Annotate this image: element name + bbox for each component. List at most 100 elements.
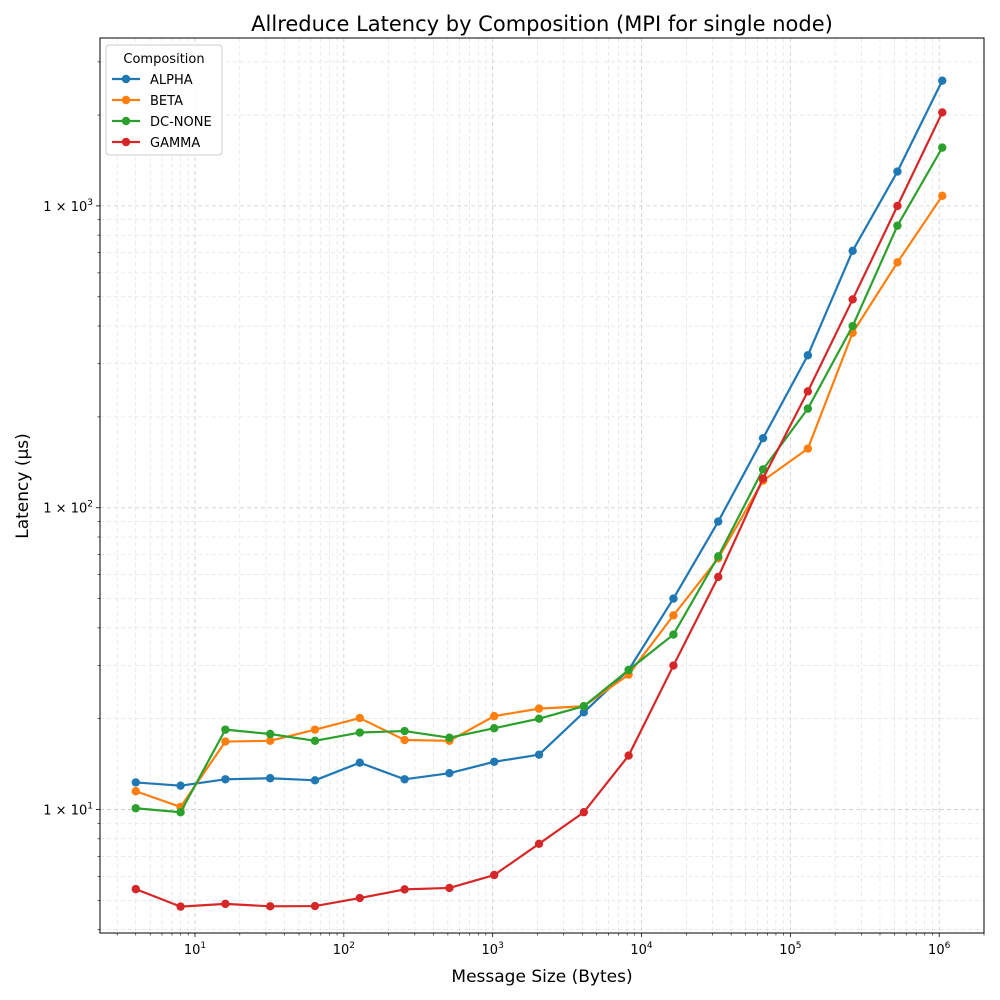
legend-box xyxy=(105,44,223,156)
data-point-alpha xyxy=(400,775,409,784)
data-point-gamma xyxy=(624,751,633,760)
data-point-gamma xyxy=(176,902,185,911)
x-tick-label: 103 xyxy=(482,941,504,958)
x-tick-base: 10 xyxy=(184,943,201,958)
data-point-dc-none xyxy=(131,804,140,813)
data-point-dc-none xyxy=(310,736,320,745)
legend-label: GAMMA xyxy=(150,136,200,151)
legend-item-beta: BETA xyxy=(112,94,183,109)
data-point-alpha xyxy=(310,776,320,785)
data-point-alpha xyxy=(176,781,185,790)
series-dc-none xyxy=(131,143,947,817)
data-point-alpha xyxy=(848,246,857,256)
data-point-beta xyxy=(669,611,678,620)
data-point-dc-none xyxy=(758,465,768,474)
x-tick-base: 10 xyxy=(333,943,350,958)
data-point-dc-none xyxy=(221,725,230,734)
x-axis-ticks: 101 102 103 104 105 106 xyxy=(116,933,985,958)
legend-item-gamma: GAMMA xyxy=(112,136,200,151)
data-point-beta xyxy=(265,736,275,745)
x-tick-label: 105 xyxy=(779,941,801,958)
data-point-dc-none xyxy=(848,321,857,331)
data-point-alpha xyxy=(355,758,364,767)
data-point-beta xyxy=(221,737,230,746)
legend-marker xyxy=(121,137,131,147)
legend: Composition ALPHA BETA DC-NONE GAMMA xyxy=(105,44,223,156)
y-tick-label: 1 × 103 xyxy=(43,198,93,215)
y-axis-label: Latency (µs) xyxy=(13,433,33,539)
x-tick-exponent: 5 xyxy=(796,941,802,951)
data-point-dc-none xyxy=(355,728,364,737)
legend-title: Composition xyxy=(123,52,204,67)
x-tick-label: 106 xyxy=(928,941,951,958)
data-point-dc-none xyxy=(714,552,723,561)
data-point-dc-none xyxy=(265,729,275,739)
legend-marker xyxy=(121,95,131,105)
data-point-gamma xyxy=(579,808,589,817)
data-point-gamma xyxy=(714,572,723,582)
y-tick-base: 1 × 10 xyxy=(43,804,87,819)
data-point-alpha xyxy=(938,76,947,85)
data-point-alpha xyxy=(893,167,902,176)
plot-frame xyxy=(99,37,985,934)
data-point-gamma xyxy=(803,387,813,396)
data-point-gamma xyxy=(534,839,544,849)
data-point-alpha xyxy=(803,351,813,360)
x-tick-exponent: 6 xyxy=(945,941,951,951)
x-tick-label: 104 xyxy=(630,941,653,958)
data-point-dc-none xyxy=(938,143,947,152)
data-point-dc-none xyxy=(579,702,589,711)
series-alpha xyxy=(131,76,947,790)
data-point-beta xyxy=(131,787,140,796)
data-point-beta xyxy=(355,713,364,723)
legend-items: ALPHA BETA DC-NONE GAMMA xyxy=(112,73,212,151)
legend-label: BETA xyxy=(150,94,183,109)
data-point-alpha xyxy=(221,775,230,784)
x-tick-exponent: 1 xyxy=(200,941,206,951)
data-point-gamma xyxy=(131,884,140,894)
data-point-gamma xyxy=(669,661,678,670)
data-point-alpha xyxy=(669,594,678,603)
data-point-dc-none xyxy=(445,733,454,742)
data-point-gamma xyxy=(265,902,275,911)
data-point-beta xyxy=(534,704,544,713)
data-point-dc-none xyxy=(400,726,409,736)
y-tick-label: 1 × 101 xyxy=(43,802,93,819)
x-tick-base: 10 xyxy=(630,943,647,958)
data-point-dc-none xyxy=(490,724,499,733)
x-tick-exponent: 4 xyxy=(647,941,653,951)
data-point-dc-none xyxy=(893,221,902,230)
y-tick-exponent: 3 xyxy=(87,198,93,208)
data-point-dc-none xyxy=(624,665,633,675)
data-point-gamma xyxy=(355,893,364,903)
series-lines xyxy=(131,76,947,911)
y-tick-exponent: 2 xyxy=(87,500,93,510)
data-point-alpha xyxy=(758,433,768,443)
data-point-alpha xyxy=(445,768,454,778)
x-axis-label: Message Size (Bytes) xyxy=(451,967,632,987)
data-point-gamma xyxy=(221,899,230,909)
data-point-dc-none xyxy=(803,404,813,413)
legend-item-alpha: ALPHA xyxy=(112,73,193,88)
series-line-gamma xyxy=(135,111,944,908)
data-point-gamma xyxy=(310,901,320,911)
x-tick-base: 10 xyxy=(928,943,945,958)
data-point-alpha xyxy=(579,708,589,717)
x-tick-base: 10 xyxy=(779,943,796,958)
x-tick-label: 102 xyxy=(333,941,355,958)
legend-marker xyxy=(121,74,131,84)
data-point-gamma xyxy=(848,295,857,304)
data-point-alpha xyxy=(265,774,275,783)
data-point-beta xyxy=(310,725,320,734)
data-point-alpha xyxy=(714,517,723,526)
data-point-gamma xyxy=(938,108,947,117)
chart-title: Allreduce Latency by Composition (MPI fo… xyxy=(251,12,833,36)
x-tick-exponent: 2 xyxy=(349,941,355,951)
data-point-beta xyxy=(490,711,499,721)
grid xyxy=(100,38,985,933)
data-point-beta xyxy=(400,735,409,745)
data-point-dc-none xyxy=(669,630,678,639)
data-point-gamma xyxy=(758,474,768,483)
